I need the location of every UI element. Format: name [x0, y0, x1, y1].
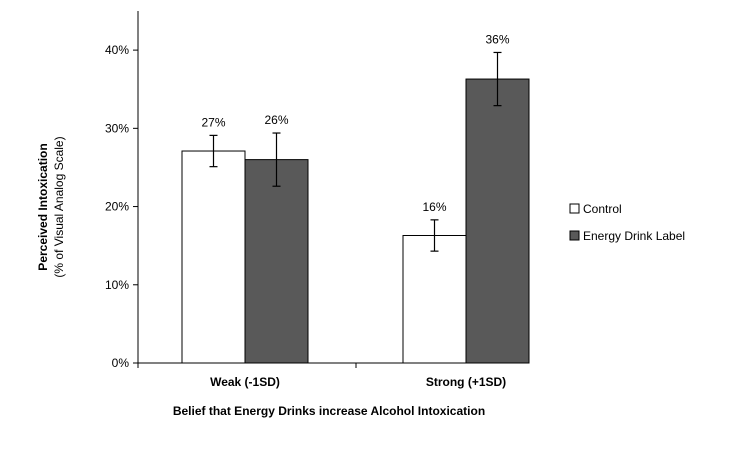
error-bar — [493, 51, 502, 107]
y-tick-label: 40% — [105, 43, 129, 57]
bar-energy-drink-label-0 — [244, 159, 309, 364]
bar-energy-drink-label-1 — [465, 78, 530, 364]
legend-label-control: Control — [583, 202, 622, 216]
bar-control-1 — [402, 234, 467, 364]
y-axis-title-line1: Perceived Intoxication — [36, 143, 50, 270]
y-tick-label: 20% — [105, 200, 129, 214]
x-axis-title: Belief that Energy Drinks increase Alcoh… — [173, 404, 485, 418]
data-label: 16% — [422, 200, 446, 214]
data-label: 36% — [485, 32, 509, 46]
y-tick-label: 0% — [112, 356, 130, 370]
legend-swatch-control — [569, 203, 580, 214]
legend-swatch-energy-drink-label — [569, 230, 580, 241]
error-bar — [430, 219, 439, 252]
legend-label-energy-drink-label: Energy Drink Label — [583, 229, 685, 243]
y-ticks: 0% 10% 20% 30% 40% — [105, 43, 357, 370]
legend: Control Energy Drink Label — [569, 202, 685, 243]
category-labels: Weak (-1SD) Strong (+1SD) — [210, 375, 506, 389]
bars — [181, 78, 530, 364]
category-label: Strong (+1SD) — [426, 375, 506, 389]
y-tick-label: 10% — [105, 278, 129, 292]
category-label: Weak (-1SD) — [210, 375, 280, 389]
y-axis-title-line2: (% of Visual Analog Scale) — [52, 136, 66, 277]
error-bar — [209, 134, 218, 168]
data-labels: 27% 16% 26% 36% — [201, 32, 509, 213]
error-bar — [272, 132, 281, 187]
data-label: 26% — [264, 113, 288, 127]
data-label: 27% — [201, 115, 225, 129]
y-tick-label: 30% — [105, 121, 129, 135]
bar-control-0 — [181, 150, 246, 364]
y-axis-title: Perceived Intoxication (% of Visual Anal… — [36, 136, 66, 277]
error-bars — [209, 51, 502, 252]
